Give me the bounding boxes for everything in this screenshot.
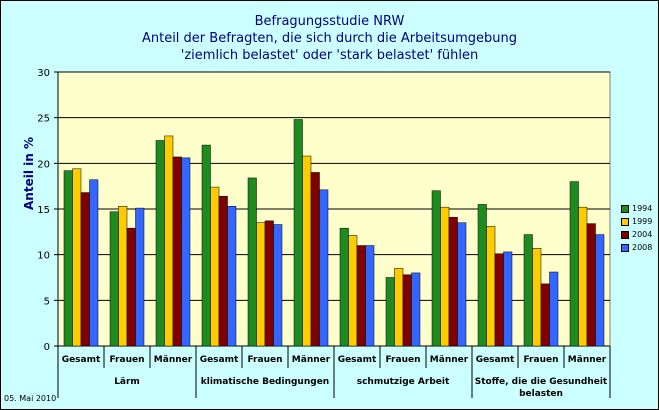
bar-2004 xyxy=(586,223,596,347)
y-tick-label: 0 xyxy=(44,342,50,353)
y-tick-label: 30 xyxy=(37,68,50,79)
bar-2008 xyxy=(503,251,513,347)
bar-2004 xyxy=(80,192,90,347)
bar-1999 xyxy=(118,206,128,347)
bar-2008 xyxy=(319,189,329,347)
bar-2008 xyxy=(181,157,191,347)
bar-2004 xyxy=(356,245,366,347)
x-tick-label: Männer xyxy=(292,355,331,365)
legend-label: 1994 xyxy=(632,204,653,213)
bar-1994 xyxy=(477,204,487,347)
bar-1999 xyxy=(486,226,496,347)
bar-1999 xyxy=(210,186,220,347)
bar-1994 xyxy=(201,144,211,347)
bar-1994 xyxy=(385,277,395,347)
date-footer: 05. Mai 2010 xyxy=(4,394,57,403)
x-tick-label: Frauen xyxy=(109,355,144,365)
x-tick-label: Männer xyxy=(430,355,469,365)
legend-swatch xyxy=(621,205,629,213)
x-tick-label: Gesamt xyxy=(476,355,515,365)
bar-1994 xyxy=(523,234,533,347)
legend-label: 2004 xyxy=(632,230,653,239)
bar-2008 xyxy=(273,224,283,347)
bar-2004 xyxy=(172,156,182,347)
chart-title-line2: Anteil der Befragten, die sich durch die… xyxy=(141,31,518,46)
y-tick-label: 20 xyxy=(37,159,50,170)
legend-label: 2008 xyxy=(632,243,653,252)
y-tick-label: 5 xyxy=(44,296,50,307)
legend-swatch xyxy=(621,244,629,252)
group-label: belasten xyxy=(519,389,563,399)
bar-2004 xyxy=(126,227,136,347)
bar-2004 xyxy=(218,195,228,347)
x-tick-label: Gesamt xyxy=(200,355,239,365)
bar-1994 xyxy=(63,170,73,347)
bar-1994 xyxy=(431,190,441,347)
bar-2008 xyxy=(89,179,99,347)
bar-1999 xyxy=(164,135,174,347)
legend: 1994 1999 2004 2008 xyxy=(613,200,653,256)
bar-1999 xyxy=(440,206,450,347)
bar-1999 xyxy=(348,235,358,347)
bar-2008 xyxy=(135,207,145,347)
bar-2008 xyxy=(549,271,559,347)
bar-2008 xyxy=(411,272,421,347)
bar-2008 xyxy=(227,206,237,347)
x-tick-label: Männer xyxy=(154,355,193,365)
bar-2004 xyxy=(494,253,504,347)
chart-title-line1: Befragungsstudie NRW xyxy=(254,14,405,29)
x-tick-label: Männer xyxy=(568,355,607,365)
x-tick-label: Gesamt xyxy=(62,355,101,365)
bar-2004 xyxy=(264,220,274,347)
group-label: Lärm xyxy=(114,377,140,387)
x-tick-label: Frauen xyxy=(523,355,558,365)
group-label: klimatische Bedingungen xyxy=(201,377,329,387)
bar-1994 xyxy=(293,119,303,347)
bar-1994 xyxy=(109,211,119,347)
bar-1999 xyxy=(72,168,82,347)
bar-2008 xyxy=(457,222,467,347)
bar-1999 xyxy=(394,268,404,347)
bar-2004 xyxy=(540,283,550,347)
legend-swatch xyxy=(621,218,629,226)
bar-1994 xyxy=(339,227,349,347)
y-tick-label: 15 xyxy=(37,205,50,216)
bar-2004 xyxy=(448,216,458,347)
bar-2008 xyxy=(595,234,605,347)
bar-1999 xyxy=(532,248,542,347)
group-label: Stoffe, die die Gesundheit xyxy=(475,377,608,387)
bar-2004 xyxy=(310,172,320,347)
bar-1994 xyxy=(569,181,579,347)
bar-1999 xyxy=(578,206,588,347)
bar-1999 xyxy=(256,222,266,347)
bar-2008 xyxy=(365,245,375,347)
legend-label: 1999 xyxy=(632,217,653,226)
x-tick-label: Gesamt xyxy=(338,355,377,365)
y-tick-label: 25 xyxy=(37,114,50,125)
chart-title-line3: 'ziemlich belastet' oder 'stark belastet… xyxy=(180,48,479,63)
group-label: schmutzige Arbeit xyxy=(357,377,450,387)
x-tick-label: Frauen xyxy=(247,355,282,365)
y-axis-label: Anteil in % xyxy=(22,137,36,210)
bar-2004 xyxy=(402,274,412,347)
y-tick-label: 10 xyxy=(37,251,50,262)
legend-swatch xyxy=(621,231,629,239)
x-tick-label: Frauen xyxy=(385,355,420,365)
bar-1994 xyxy=(247,177,257,347)
bar-1994 xyxy=(155,140,165,347)
bar-1999 xyxy=(302,155,312,347)
